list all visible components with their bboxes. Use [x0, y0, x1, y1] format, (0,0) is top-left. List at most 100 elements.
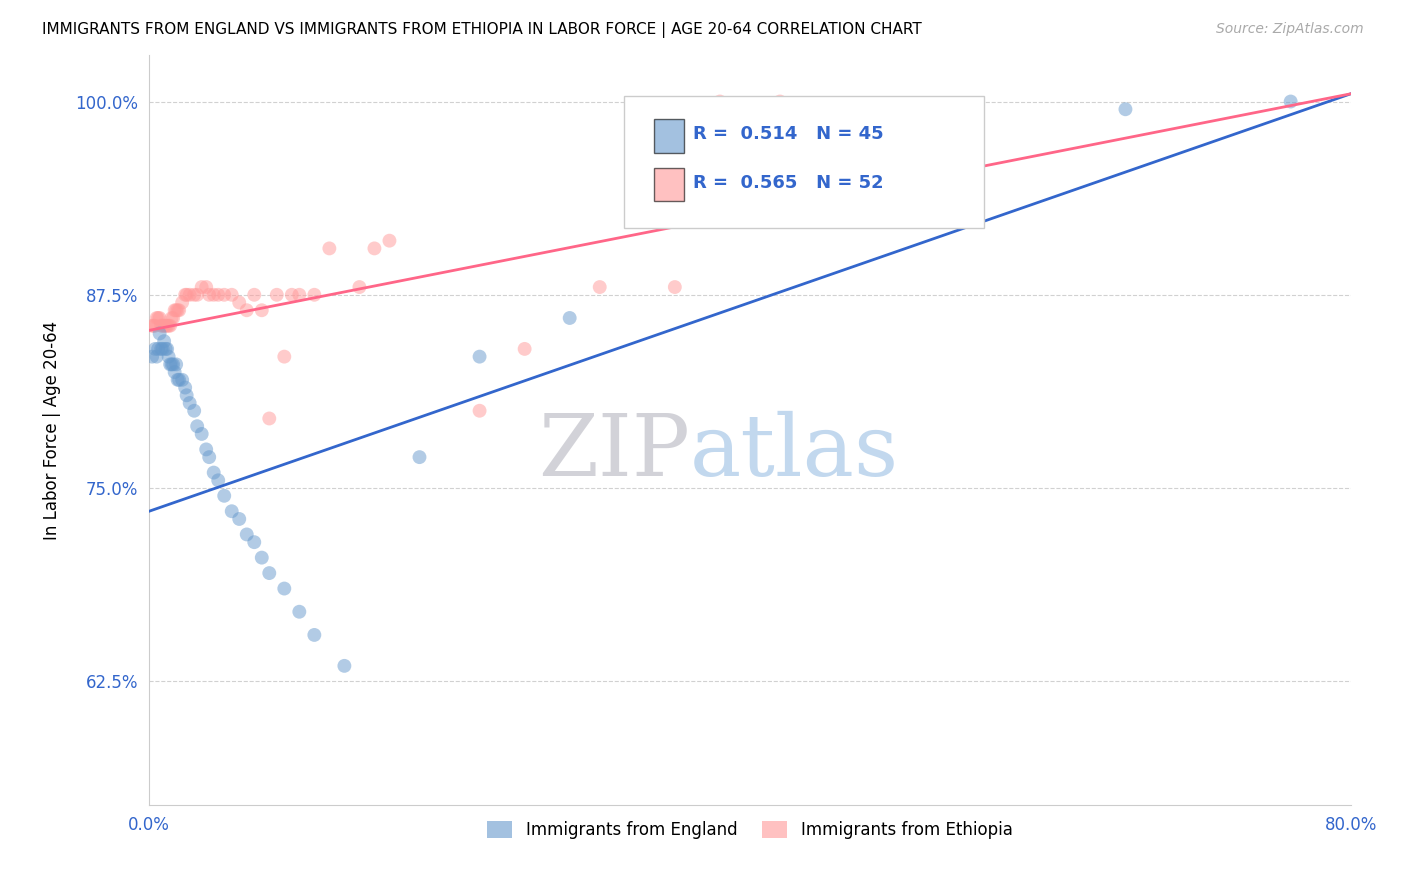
- Point: [202, 466, 225, 480]
- Point: [152, 318, 174, 333]
- Text: R =  0.514   N = 45: R = 0.514 N = 45: [693, 125, 884, 143]
- Point: [198, 287, 221, 301]
- FancyBboxPatch shape: [654, 168, 683, 202]
- Point: [174, 287, 197, 301]
- Text: Source: ZipAtlas.com: Source: ZipAtlas.com: [1216, 22, 1364, 37]
- Text: ZIP: ZIP: [538, 411, 690, 494]
- Point: [207, 473, 229, 487]
- Point: [190, 280, 212, 294]
- Text: IMMIGRANTS FROM ENGLAND VS IMMIGRANTS FROM ETHIOPIA IN LABOR FORCE | AGE 20-64 C: IMMIGRANTS FROM ENGLAND VS IMMIGRANTS FR…: [42, 22, 922, 38]
- Point: [176, 388, 198, 402]
- Point: [235, 527, 257, 541]
- Point: [174, 380, 197, 394]
- Point: [179, 396, 201, 410]
- Point: [145, 310, 167, 325]
- Point: [157, 350, 180, 364]
- Point: [195, 442, 218, 457]
- Point: [153, 334, 176, 348]
- Point: [243, 287, 266, 301]
- Point: [142, 318, 165, 333]
- Point: [281, 287, 304, 301]
- Point: [166, 303, 188, 318]
- Point: [150, 318, 173, 333]
- Point: [146, 342, 169, 356]
- Point: [143, 342, 166, 356]
- Legend: Immigrants from England, Immigrants from Ethiopia: Immigrants from England, Immigrants from…: [481, 814, 1019, 846]
- Point: [228, 512, 250, 526]
- Point: [146, 310, 169, 325]
- Point: [156, 342, 179, 356]
- Y-axis label: In Labor Force | Age 20-64: In Labor Force | Age 20-64: [44, 320, 60, 540]
- Point: [250, 303, 273, 318]
- Point: [318, 241, 340, 255]
- Point: [163, 303, 186, 318]
- Point: [172, 373, 194, 387]
- Point: [363, 241, 385, 255]
- Point: [212, 287, 235, 301]
- Point: [250, 550, 273, 565]
- Point: [159, 318, 181, 333]
- Point: [769, 95, 792, 109]
- Point: [145, 350, 167, 364]
- Point: [266, 287, 288, 301]
- Point: [589, 280, 612, 294]
- Point: [179, 287, 201, 301]
- Point: [259, 566, 281, 580]
- Point: [304, 628, 326, 642]
- Point: [183, 287, 205, 301]
- Text: atlas: atlas: [690, 411, 898, 494]
- Point: [333, 658, 356, 673]
- Point: [259, 411, 281, 425]
- Point: [149, 310, 172, 325]
- Point: [162, 357, 184, 371]
- Point: [153, 318, 176, 333]
- Point: [160, 310, 183, 325]
- Point: [149, 326, 172, 341]
- Point: [157, 318, 180, 333]
- Point: [273, 582, 295, 596]
- Point: [558, 310, 581, 325]
- Text: R =  0.565   N = 52: R = 0.565 N = 52: [693, 174, 884, 192]
- Point: [288, 605, 311, 619]
- Point: [349, 280, 371, 294]
- Point: [156, 318, 179, 333]
- Point: [235, 303, 257, 318]
- Point: [664, 280, 686, 294]
- Point: [165, 357, 187, 371]
- Point: [183, 403, 205, 417]
- Point: [513, 342, 536, 356]
- Point: [167, 303, 190, 318]
- Point: [172, 295, 194, 310]
- Point: [162, 310, 184, 325]
- Point: [141, 318, 163, 333]
- Point: [273, 350, 295, 364]
- Point: [163, 365, 186, 379]
- Point: [176, 287, 198, 301]
- Point: [468, 403, 491, 417]
- Point: [159, 357, 181, 371]
- Point: [160, 357, 183, 371]
- Point: [155, 318, 177, 333]
- Point: [304, 287, 326, 301]
- Point: [202, 287, 225, 301]
- Point: [150, 342, 173, 356]
- FancyBboxPatch shape: [654, 119, 683, 153]
- Point: [190, 426, 212, 441]
- Point: [1279, 95, 1302, 109]
- Point: [243, 535, 266, 549]
- Point: [186, 287, 208, 301]
- Point: [167, 373, 190, 387]
- Point: [468, 350, 491, 364]
- Point: [141, 350, 163, 364]
- Point: [378, 234, 401, 248]
- Point: [155, 342, 177, 356]
- Point: [228, 295, 250, 310]
- Point: [143, 318, 166, 333]
- Point: [152, 342, 174, 356]
- Point: [195, 280, 218, 294]
- Point: [166, 373, 188, 387]
- Point: [207, 287, 229, 301]
- FancyBboxPatch shape: [624, 96, 984, 227]
- Point: [221, 287, 243, 301]
- Point: [288, 287, 311, 301]
